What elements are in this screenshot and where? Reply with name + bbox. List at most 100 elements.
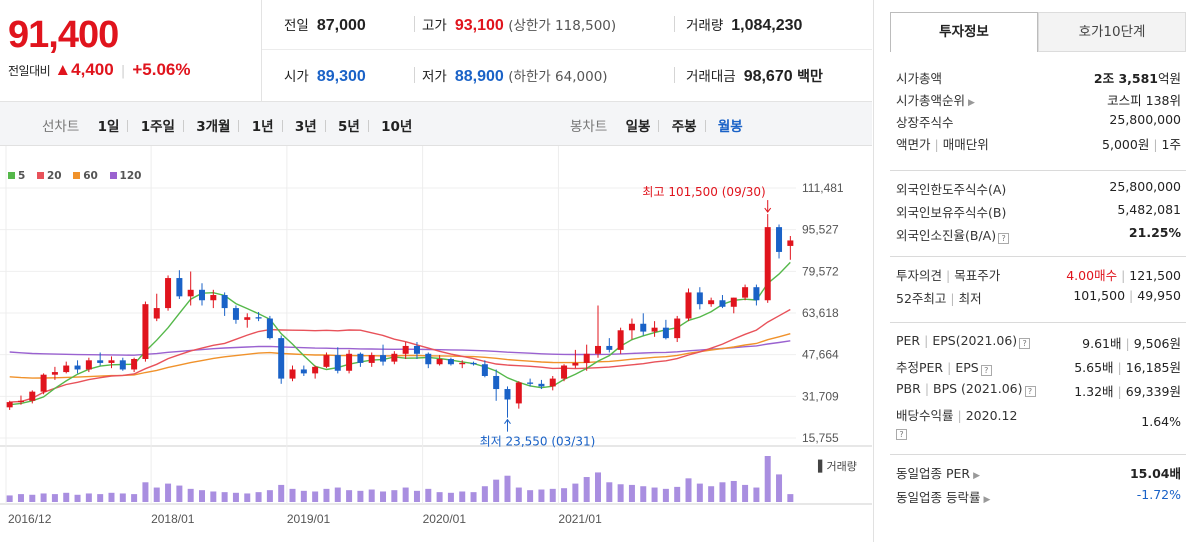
legend-ma120: 120: [109, 170, 141, 182]
arrow-right-icon: ▶: [983, 495, 991, 505]
period-1y-button[interactable]: 1년: [251, 119, 274, 135]
help-icon[interactable]: ?: [998, 233, 1010, 244]
volume-bar: [527, 490, 534, 502]
volume-bar: [425, 488, 432, 502]
legend-ma60: 60: [73, 170, 98, 182]
volume-bar: [187, 488, 194, 502]
high-annotation: 최고 101,500 (09/30): [642, 185, 765, 199]
stock-chart: 5 20 60 120 111,481 95,527 79,572 63,618 47,…: [0, 146, 872, 542]
candle-body: [459, 362, 466, 365]
candle-body: [6, 402, 13, 408]
candle-body: [289, 369, 296, 379]
candle-body: [391, 353, 398, 362]
candle-body: [131, 359, 138, 370]
candle-body: [357, 353, 364, 363]
volume-bar: [300, 490, 307, 502]
quote-row-2: 시가 89,300 저가 88,900 (하한가 64,000) 거래대금 98,67…: [262, 51, 872, 101]
period-3m-button[interactable]: 3개월: [196, 119, 231, 135]
candle-body: [447, 359, 454, 365]
legend-ma20: 20: [36, 170, 62, 182]
volume-bar: [742, 484, 749, 502]
y-tick-label: 79,572: [802, 264, 839, 278]
volume-bar: [730, 480, 737, 502]
volume-bar: [244, 493, 251, 502]
trade-amount: 거래대금 98,670 백만: [686, 68, 823, 85]
candle-body: [232, 308, 239, 320]
volume-bar: [787, 494, 794, 502]
candle-body: [651, 327, 658, 332]
candle-body: [97, 360, 104, 363]
help-icon[interactable]: ?: [896, 429, 907, 440]
candle-body: [323, 355, 330, 367]
volume-bar: [436, 492, 443, 502]
candle-body: [380, 355, 387, 362]
help-icon[interactable]: ?: [1019, 338, 1031, 349]
x-tick-label: 2016/12: [8, 512, 52, 526]
candle-body: [617, 330, 624, 350]
candle-monthly-button[interactable]: 월봉: [717, 119, 743, 135]
candle-body: [583, 353, 590, 363]
volume-bar: [142, 482, 149, 502]
candle-body: [493, 375, 500, 390]
volume-bar: [470, 492, 477, 502]
candle-body: [244, 317, 251, 320]
candle-body: [515, 382, 522, 404]
y-tick-label: 111,481: [802, 181, 844, 195]
volume-bar: [459, 491, 466, 502]
change-amount: 4,400: [71, 60, 114, 79]
x-tick-label: 2018/01: [151, 512, 195, 526]
current-price: 91,400: [8, 14, 119, 56]
volume-bar: [764, 456, 771, 502]
period-1d-button[interactable]: 1일: [97, 119, 120, 135]
candlestick-chart: 111,481 95,527 79,572 63,618 47,664 31,709 15,…: [0, 146, 872, 526]
candle-body: [696, 292, 703, 305]
candle-body: [436, 359, 443, 365]
volume-bar: [640, 486, 647, 502]
volume-bar: [97, 494, 104, 502]
candle-body: [334, 355, 341, 371]
volume-bar: [696, 483, 703, 502]
volume-bar: [312, 491, 319, 502]
volume-bar: [674, 486, 681, 502]
ma60-line: [9, 333, 791, 379]
y-tick-label: 95,527: [802, 223, 839, 237]
volume-bar: [481, 486, 488, 502]
candle-body: [538, 383, 545, 387]
tab-investment-info[interactable]: 투자정보: [890, 12, 1038, 52]
candle-body: [153, 308, 160, 319]
line-chart-periods: 선차트 1일 1주일 3개월 1년 3년 5년 10년: [42, 119, 413, 135]
y-tick-label: 47,664: [802, 348, 839, 362]
help-icon[interactable]: ?: [980, 365, 992, 376]
market-cap-section: 시가총액 2조 3,581억원 시가총액순위 ▶ 코스피 138위 상장주식수 2…: [896, 71, 1181, 152]
candle-body: [74, 365, 81, 370]
volume-bar: [595, 472, 601, 502]
candle-body: [300, 369, 307, 374]
tab-order-book[interactable]: 호가10단계: [1038, 12, 1186, 52]
period-10y-button[interactable]: 10년: [381, 119, 413, 135]
volume-today: 거래량 1,084,230: [686, 17, 803, 34]
day-low: 저가 88,900 (하한가 64,000): [422, 68, 608, 85]
price-summary: 91,400 전일대비 ▲4,400 | +5.06%: [0, 0, 262, 102]
period-3y-button[interactable]: 3년: [294, 119, 317, 135]
candle-weekly-button[interactable]: 주봉: [671, 119, 697, 135]
low-arrow-icon: [504, 418, 511, 424]
candle-daily-button[interactable]: 일봉: [625, 119, 651, 135]
volume-bar: [357, 490, 364, 502]
candle-body: [628, 323, 635, 331]
candle-body: [753, 287, 760, 301]
x-tick-label: 2021/01: [558, 512, 602, 526]
candle-body: [561, 365, 568, 379]
volume-bar: [17, 494, 24, 502]
divider: [674, 67, 675, 83]
volume-bar: [447, 492, 454, 502]
candle-body: [40, 374, 47, 392]
period-1w-button[interactable]: 1주일: [140, 119, 175, 135]
volume-label: ▌거래량: [817, 459, 857, 473]
chart-toolbar: 선차트 1일 1주일 3개월 1년 3년 5년 10년 봉차트 일봉 주봉 월봉: [0, 102, 872, 146]
help-icon[interactable]: ?: [1024, 386, 1036, 397]
dividend-row: 배당수익률 | 2020.12? 1.64%: [896, 408, 1181, 440]
divider: [414, 16, 415, 32]
candle-body: [278, 338, 285, 379]
period-5y-button[interactable]: 5년: [338, 119, 360, 135]
volume-bar: [368, 489, 375, 502]
